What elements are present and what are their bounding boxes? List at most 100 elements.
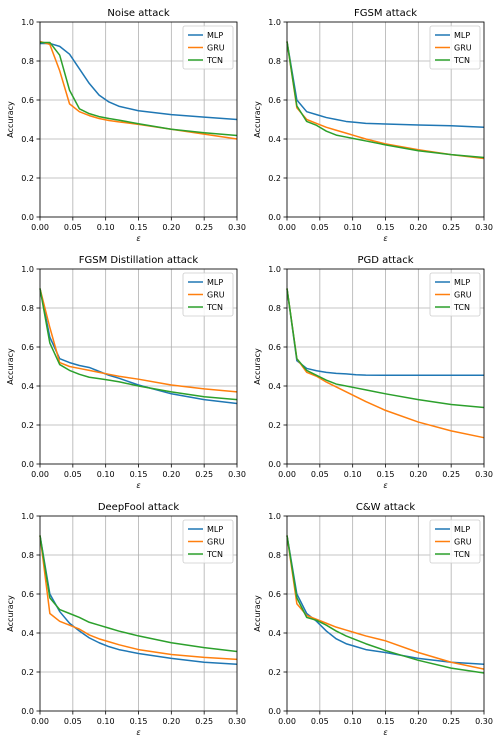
chart-panel-3: 0.00 0.05 0.10 0.15 0.20 0.25 0.30 0.0 0.2 0.4 0.6… [6, 255, 246, 490]
legend-label-gru: GRU [454, 538, 472, 547]
x-tick-label: 0.25 [195, 717, 213, 726]
legend-label-tcn: TCN [206, 303, 223, 312]
x-tick-label: 0.30 [475, 223, 493, 232]
y-tick-label: 0.2 [268, 174, 281, 183]
y-axis-label: Accuracy [253, 595, 262, 632]
legend-label-tcn: TCN [206, 550, 223, 559]
plot-frame [286, 21, 485, 218]
y-tick-label: 0.0 [21, 460, 34, 469]
legend-label-gru: GRU [454, 44, 472, 53]
chart-title: Noise attack [107, 8, 170, 19]
x-tick-label: 0.30 [228, 470, 246, 479]
y-tick-label: 0.6 [268, 590, 281, 599]
y-tick-label: 0.6 [268, 343, 281, 352]
plot-frame [39, 515, 238, 712]
legend-box [429, 25, 481, 70]
y-tick-label: 0.8 [21, 304, 34, 313]
x-tick-label: 0.30 [228, 223, 246, 232]
x-tick-label: 0.05 [64, 223, 82, 232]
chart-title: FGSM attack [354, 8, 417, 19]
legend-label-tcn: TCN [453, 550, 470, 559]
y-axis-label: Accuracy [6, 348, 15, 385]
series-line-tcn [286, 535, 485, 674]
plot-frame [286, 515, 485, 712]
legend-label-gru: GRU [207, 44, 225, 53]
x-tick-label: 0.10 [97, 717, 115, 726]
x-tick-label: 0.20 [409, 717, 427, 726]
x-tick-label: 0.00 [278, 470, 296, 479]
x-tick-label: 0.20 [409, 470, 427, 479]
y-axis-label: Accuracy [253, 348, 262, 385]
y-axis-label: Accuracy [6, 595, 15, 632]
y-tick-label: 0.0 [21, 707, 34, 716]
y-tick-label: 0.6 [268, 96, 281, 105]
x-axis-label: ε [383, 728, 388, 737]
chart-panel-5: 0.00 0.05 0.10 0.15 0.20 0.25 0.30 0.0 0.2 0.4 0.6… [6, 502, 246, 737]
y-tick-label: 1.0 [21, 512, 34, 521]
series-line-tcn [39, 288, 238, 401]
y-tick-label: 0.0 [21, 213, 34, 222]
x-tick-label: 0.25 [442, 470, 460, 479]
x-tick-label: 0.15 [130, 223, 148, 232]
x-tick-label: 0.20 [162, 717, 180, 726]
series-line-tcn [286, 41, 485, 159]
series-line-gru [286, 535, 485, 670]
x-tick-label: 0.30 [228, 717, 246, 726]
y-axis-label: Accuracy [253, 101, 262, 138]
y-tick-label: 0.2 [21, 668, 34, 677]
chart-title: DeepFool attack [98, 502, 180, 513]
plot-frame [39, 268, 238, 465]
x-tick-label: 0.00 [31, 717, 49, 726]
chart-title: FGSM Distillation attack [79, 255, 199, 266]
x-tick-label: 0.10 [344, 223, 362, 232]
x-axis-label: ε [383, 481, 388, 490]
x-tick-label: 0.15 [130, 717, 148, 726]
series-line-gru [39, 288, 238, 393]
x-tick-label: 0.00 [278, 717, 296, 726]
y-tick-label: 0.4 [21, 135, 34, 144]
series-line-gru [286, 41, 485, 160]
series-line-tcn [286, 288, 485, 409]
legend-label-mlp: MLP [454, 278, 470, 287]
y-tick-label: 1.0 [268, 18, 281, 27]
x-tick-label: 0.15 [377, 470, 395, 479]
legend-label-mlp: MLP [207, 525, 223, 534]
x-axis-label: ε [136, 728, 141, 737]
x-axis-label: ε [136, 234, 141, 243]
x-tick-label: 0.25 [195, 223, 213, 232]
x-tick-label: 0.25 [195, 470, 213, 479]
chart-title: PGD attack [357, 255, 413, 266]
y-tick-label: 0.2 [268, 668, 281, 677]
x-tick-label: 0.15 [377, 717, 395, 726]
series-line-mlp [39, 288, 238, 405]
legend-label-mlp: MLP [207, 278, 223, 287]
legend-label-tcn: TCN [453, 303, 470, 312]
series-line-gru [39, 535, 238, 661]
y-tick-label: 0.8 [21, 551, 34, 560]
legend-box [182, 25, 234, 70]
y-tick-label: 0.0 [268, 460, 281, 469]
legend-label-mlp: MLP [454, 525, 470, 534]
chart-panel-2: 0.00 0.05 0.10 0.15 0.20 0.25 0.30 0.0 0.2 0.4 0.6… [253, 8, 493, 243]
legend: MLP GRU TCN [429, 519, 481, 564]
x-tick-label: 0.10 [97, 470, 115, 479]
x-tick-label: 0.00 [278, 223, 296, 232]
y-tick-label: 0.4 [21, 382, 34, 391]
chart-panel-6: 0.00 0.05 0.10 0.15 0.20 0.25 0.30 0.0 0.2 0.4 0.6… [253, 502, 493, 737]
legend: MLP GRU TCN [182, 272, 234, 317]
x-tick-label: 0.10 [344, 717, 362, 726]
x-tick-label: 0.10 [97, 223, 115, 232]
y-tick-label: 0.4 [268, 135, 281, 144]
y-tick-label: 0.4 [268, 629, 281, 638]
x-tick-label: 0.25 [442, 223, 460, 232]
series-line-mlp [286, 535, 485, 665]
y-tick-label: 1.0 [21, 265, 34, 274]
x-tick-label: 0.05 [311, 223, 329, 232]
x-tick-label: 0.30 [475, 717, 493, 726]
y-tick-label: 0.2 [21, 421, 34, 430]
y-tick-label: 0.2 [268, 421, 281, 430]
x-tick-label: 0.05 [64, 470, 82, 479]
y-tick-label: 0.4 [21, 629, 34, 638]
series-line-mlp [39, 535, 238, 665]
